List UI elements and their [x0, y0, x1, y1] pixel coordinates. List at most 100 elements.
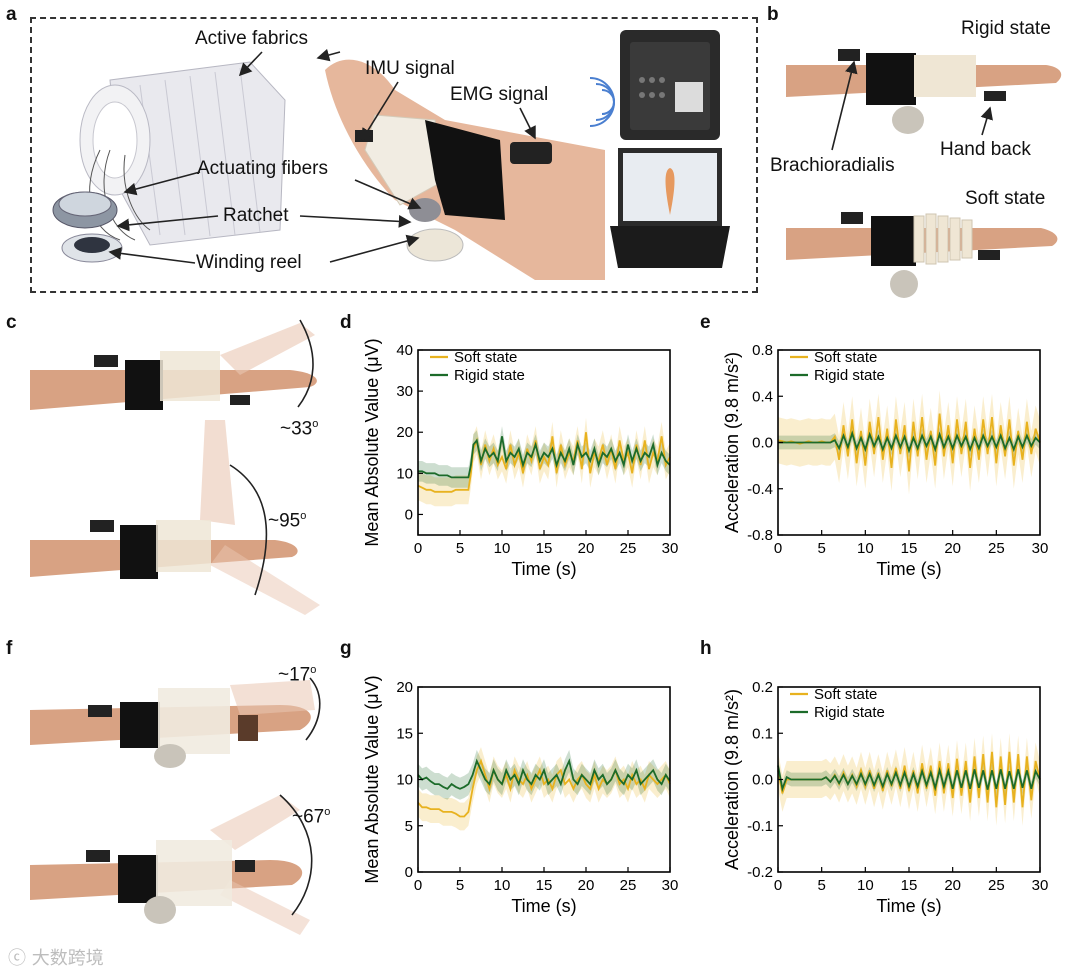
panel-label-e: e: [700, 312, 711, 333]
chart-e-legend-label: Rigid state: [814, 367, 885, 384]
chart-d-xtick-label: 30: [662, 540, 679, 557]
chart-g-xtick-label: 20: [578, 877, 595, 894]
wrist-motion-rigid-photo: [30, 319, 320, 615]
wrist-motion-soft-photo: [30, 677, 321, 935]
chart-d-xlabel: Time (s): [511, 559, 576, 579]
chart-h-series-1-line: [777, 765, 1041, 793]
chart-g-series-1-line: [417, 758, 671, 790]
watermark: ⓒ 大数跨境: [8, 948, 104, 969]
chart-d-xtick-label: 0: [414, 540, 422, 557]
panel-label-c: c: [6, 312, 17, 333]
chart-d-ytick-label: 10: [396, 465, 413, 482]
panel-b-arrows: [831, 60, 993, 151]
chart-e-xtick-label: 20: [944, 540, 961, 557]
chart-h-xtick-label: 30: [1032, 877, 1049, 894]
angle-f-top: ~17o: [278, 664, 317, 686]
chart-h-xtick-label: 10: [857, 877, 874, 894]
wireless-receiver-laptop-photo: [590, 30, 730, 268]
chart-h-xtick-label: 15: [901, 877, 918, 894]
chart-d-ytick-label: 0: [405, 506, 413, 523]
chart-e-ytick-label: -0.4: [747, 481, 773, 498]
chart-g-ytick-label: 5: [405, 818, 413, 835]
chart-h-ytick-label: -0.2: [747, 864, 773, 881]
chart-d-ytick-label: 40: [396, 342, 413, 359]
label-winding-reel: Winding reel: [196, 252, 302, 273]
chart-d-legend-label: Rigid state: [454, 367, 525, 384]
label-rigid-state: Rigid state: [961, 18, 1051, 39]
label-actuating-fibers: Actuating fibers: [197, 158, 328, 179]
chart-g-xtick-label: 10: [494, 877, 511, 894]
panel-label-b: b: [767, 4, 779, 25]
label-imu-signal: IMU signal: [365, 58, 455, 79]
emg-sensor: [510, 142, 552, 164]
chart-d-xtick-label: 25: [620, 540, 637, 557]
chart-e-xtick-label: 10: [857, 540, 874, 557]
chart-g-ytick-label: 10: [396, 772, 413, 789]
chart-d-xtick-label: 20: [578, 540, 595, 557]
chart-e-series-0-line: [777, 413, 1041, 472]
chart-g-xtick-label: 0: [414, 877, 422, 894]
chart-d-xtick-label: 5: [456, 540, 464, 557]
glove-device-illustration: [52, 61, 286, 263]
chart-e-xlabel: Time (s): [876, 559, 941, 579]
chart-g-series-0-line: [417, 758, 671, 818]
chart-e-xtick-label: 30: [1032, 540, 1049, 557]
chart-h-xtick-label: 20: [944, 877, 961, 894]
label-emg-signal: EMG signal: [450, 84, 549, 105]
label-brachioradialis: Brachioradialis: [770, 155, 895, 176]
chart-d-xtick-label: 10: [494, 540, 511, 557]
chart-d-ylabel: Mean Absolute Value (μV): [362, 338, 382, 546]
chart-g-xtick-label: 15: [536, 877, 553, 894]
label-hand-back: Hand back: [940, 139, 1031, 160]
chart-g-ylabel: Mean Absolute Value (μV): [362, 675, 382, 883]
chart-h-ytick-label: -0.1: [747, 818, 773, 835]
chart-d-xtick-label: 15: [536, 540, 553, 557]
chart-e-series-0-band: [778, 390, 1040, 495]
chart-e-xtick-label: 25: [988, 540, 1005, 557]
chart-d-series-1-line: [418, 436, 671, 479]
chart-h-ytick-label: 0.0: [752, 772, 773, 789]
label-active-fabrics: Active fabrics: [195, 28, 308, 49]
chart-e-ytick-label: 0.0: [752, 435, 773, 452]
panel-label-d: d: [340, 312, 352, 333]
chart-g-xtick-label: 5: [456, 877, 464, 894]
chart-e-series-1-line: [778, 430, 1041, 454]
chart-d-legend-label: Soft state: [454, 349, 517, 366]
chart-g-xlabel: Time (s): [511, 896, 576, 916]
chart-h-xtick-label: 0: [774, 877, 782, 894]
chart-e-ylabel: Acceleration (9.8 m/s²): [722, 352, 742, 533]
chart-h-xlabel: Time (s): [876, 896, 941, 916]
chart-d-series-0-band: [418, 417, 670, 507]
chart-h-ytick-label: 0.2: [752, 679, 773, 696]
chart-h-ytick-label: 0.1: [752, 725, 773, 742]
chart-h-legend-label: Rigid state: [814, 704, 885, 721]
chart-e-ytick-label: 0.8: [752, 342, 773, 359]
chart-e-acceleration: 0 5 10 15 20 25 30 -0.8 -0.4 0.0 0.4 0.8 Time (s) Acc…: [722, 342, 1049, 579]
chart-g-ytick-label: 15: [396, 725, 413, 742]
chart-h-legend-label: Soft state: [814, 686, 877, 703]
panel-label-a: a: [6, 4, 17, 25]
chart-g-series-0-band: [418, 747, 670, 831]
angle-f-bottom: ~67o: [292, 806, 331, 828]
chart-h-series-1-band: [778, 758, 1040, 797]
panel-label-f: f: [6, 638, 13, 659]
label-ratchet: Ratchet: [223, 205, 289, 226]
chart-g-xtick-label: 30: [662, 877, 679, 894]
arm-soft-state-photo: [786, 212, 1058, 298]
chart-e-ytick-label: -0.8: [747, 527, 773, 544]
panel-a-arrows: [108, 48, 536, 264]
chart-e-xtick-label: 5: [817, 540, 825, 557]
chart-d-emg-mav: 0 5 10 15 20 25 30 0 10 20 30 40 Time (s) Mean Absolu…: [362, 338, 679, 579]
chart-d-ytick-label: 20: [396, 424, 413, 441]
angle-c-top: ~33o: [280, 418, 319, 440]
chart-h-ylabel: Acceleration (9.8 m/s²): [722, 689, 742, 870]
label-soft-state: Soft state: [965, 188, 1046, 209]
chart-e-xtick-label: 15: [901, 540, 918, 557]
chart-h-acceleration: 0 5 10 15 20 25 30 -0.2 -0.1 0.0 0.1 0.2 Time (s) Acc…: [722, 679, 1049, 916]
angle-c-bottom: ~95o: [268, 510, 307, 532]
chart-d-series-0-line: [417, 432, 671, 493]
arm-with-glove-photo: [325, 59, 605, 280]
panel-a-dashed-frame: [30, 17, 758, 293]
chart-g-xtick-label: 25: [620, 877, 637, 894]
